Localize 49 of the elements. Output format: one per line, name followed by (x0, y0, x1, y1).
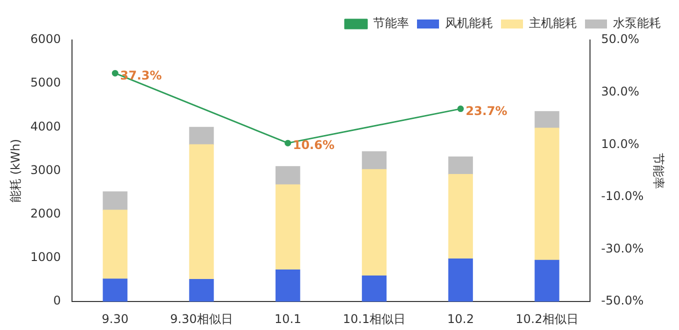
y2-tick-label: -10.0% (601, 189, 644, 204)
y-axis-title: 能耗 (kWh) (8, 138, 22, 203)
data-label: 10.6% (292, 138, 334, 152)
legend-label: 风机能耗 (445, 16, 493, 30)
y2-axis-title: 节能率 (652, 152, 666, 189)
y2-tick-label: -50.0% (601, 294, 644, 308)
x-tick-label: 10.2 (447, 312, 474, 326)
bar (362, 276, 387, 302)
y-tick-label: 5000 (30, 76, 61, 90)
y2-tick-label: 10.0% (601, 136, 640, 151)
legend-label: 水泵能耗 (613, 16, 661, 30)
bar (534, 111, 560, 128)
bar (276, 166, 300, 186)
bar (448, 258, 473, 302)
point (284, 140, 292, 146)
bar (534, 260, 560, 302)
bar (276, 269, 300, 302)
y-tick-label: 0 (53, 294, 61, 308)
y-tick-label: 1000 (30, 250, 61, 264)
legend-label: 节能率 (373, 16, 409, 30)
data-label: 37.3% (120, 68, 162, 82)
x-tick-label: 9.30相似日 (170, 312, 233, 326)
y-tick-label: 4000 (30, 119, 61, 134)
y2-tick-label: -30.0% (601, 241, 644, 256)
y2-tick-label: 30.0% (601, 84, 640, 98)
bar (448, 156, 473, 175)
bar (362, 169, 387, 276)
point (112, 70, 118, 76)
bar (102, 210, 128, 280)
point (457, 106, 464, 112)
x-tick-label: 9.30 (102, 312, 128, 326)
bar (276, 184, 300, 270)
y2-tick-label: 50.0% (601, 32, 640, 46)
x-tick-label: 10.1相似日 (342, 312, 406, 326)
bar (189, 144, 214, 280)
bar (102, 278, 128, 302)
bar (102, 191, 128, 210)
bar (362, 151, 387, 170)
y-tick-label: 6000 (30, 32, 61, 46)
bar (534, 128, 560, 261)
y-tick-label: 2000 (30, 206, 61, 221)
data-label: 23.7% (466, 104, 508, 118)
x-tick-label: 10.2相似日 (516, 312, 578, 326)
bar (189, 279, 214, 302)
y-tick-label: 3000 (30, 162, 61, 177)
bar (189, 126, 214, 145)
bar (448, 174, 473, 260)
x-tick-label: 10.1 (274, 312, 302, 326)
legend-label: 主机能耗 (529, 16, 577, 30)
